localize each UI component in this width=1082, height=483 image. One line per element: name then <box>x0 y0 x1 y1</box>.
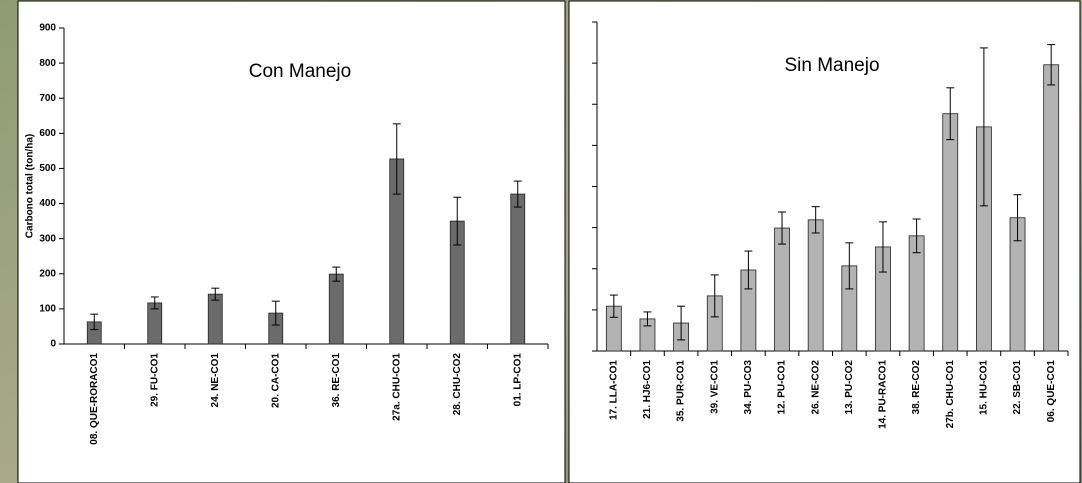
x-tick-label: 27b. CHU-CO1 <box>945 360 956 429</box>
x-tick-label: 36. RE-CO1 <box>331 353 342 408</box>
x-tick-label: 28. CHU-CO2 <box>452 353 463 416</box>
y-tick-label: 400 <box>39 198 56 209</box>
y-tick-label: 900 <box>39 23 56 34</box>
y-tick-label: 0 <box>50 339 56 350</box>
y-tick-label: 600 <box>39 128 56 139</box>
x-tick-label: 38. RE-CO2 <box>911 360 922 415</box>
x-tick-label: 21. HJ6-CO1 <box>642 360 653 419</box>
bar <box>942 113 959 352</box>
y-tick-label: 300 <box>39 233 56 244</box>
x-tick-label: 20. CA-CO1 <box>270 353 281 408</box>
x-tick-label: 39. VE-CO1 <box>709 360 720 414</box>
bar <box>328 273 344 345</box>
x-tick-label: 01. LP-CO1 <box>512 353 523 407</box>
x-tick-label: 15. HU-CO1 <box>979 360 990 415</box>
x-tick-label: 22. SB-CO1 <box>1012 360 1023 415</box>
x-tick-label: 34. PU-CO3 <box>743 360 754 415</box>
x-tick-label: 13. PU-CO2 <box>844 360 855 415</box>
y-tick-label: 500 <box>39 163 56 174</box>
y-tick-label: 700 <box>39 93 56 104</box>
y-tick-label: 800 <box>39 58 56 69</box>
chart-title: Con Manejo <box>249 61 351 82</box>
x-tick-label: 29. FU-CO1 <box>149 353 160 407</box>
x-tick-label: 08. QUE-RORACO1 <box>89 353 100 445</box>
y-tick-label: 200 <box>39 268 56 279</box>
x-tick-label: 17. LLA-CO1 <box>608 360 619 420</box>
bar <box>774 227 790 352</box>
x-tick-label: 26. NE-CO2 <box>810 360 821 415</box>
bar <box>1043 64 1060 352</box>
x-tick-label: 06. QUE-CO1 <box>1046 360 1057 423</box>
x-tick-label: 14. PU-RACO1 <box>878 360 889 429</box>
bar <box>807 219 824 352</box>
x-tick-label: 35. PUR-CO1 <box>676 360 687 422</box>
x-tick-label: 27a. CHU-CO1 <box>391 353 402 421</box>
y-tick-label: 100 <box>39 304 56 315</box>
bar <box>207 293 223 345</box>
bar <box>510 193 526 345</box>
x-tick-label: 24. NE-CO1 <box>210 353 221 408</box>
y-axis-label: Carbono total (ton/ha) <box>25 134 36 238</box>
x-tick-label: 12. PU-CO1 <box>777 360 788 415</box>
panel <box>17 0 566 483</box>
chart-title: Sin Manejo <box>784 55 879 76</box>
panel <box>568 0 1081 483</box>
